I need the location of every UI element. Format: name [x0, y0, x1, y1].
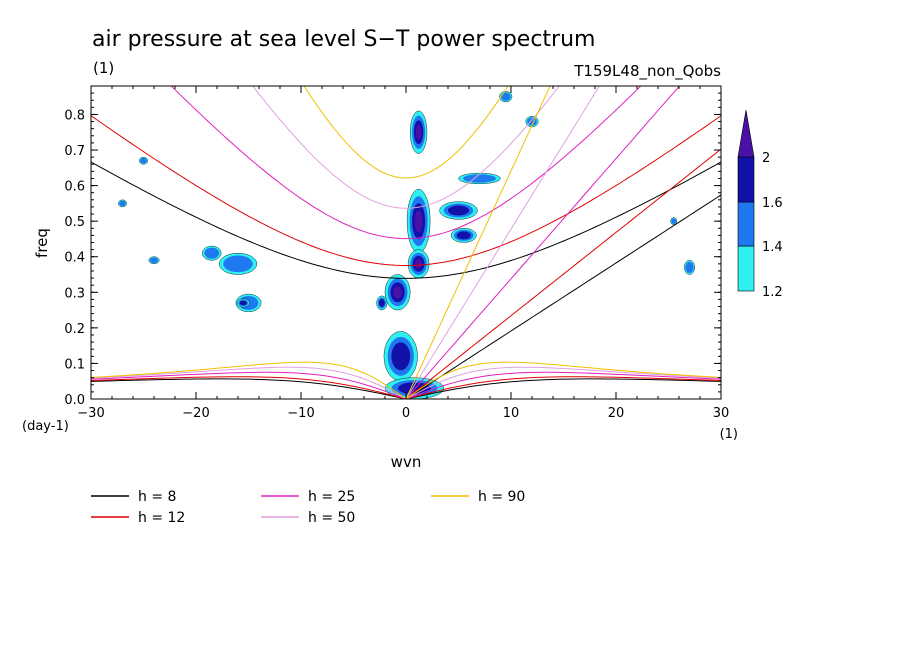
chart-title: air pressure at sea level S−T power spec…: [92, 27, 595, 52]
kelvin-curve-h8: [405, 194, 721, 399]
y-tick-label-3: 0.3: [64, 286, 85, 301]
colorbar-label-3: 2: [762, 151, 770, 166]
x-axis: −30 −20 −10 0 10 20 30: [77, 86, 729, 421]
kelvin-curve-h50: [405, 86, 600, 399]
x-tick-label-5: 20: [608, 406, 625, 421]
rossby-curve-h25: [91, 371, 721, 399]
spectrum-contours: [118, 91, 695, 399]
gravity-curve-h8: [91, 161, 721, 279]
contour-17-level-1: [140, 157, 147, 164]
rossby-curve-h50: [91, 366, 721, 399]
colorbar-box-0: [737, 245, 755, 292]
contour-11-level-1: [204, 247, 220, 259]
contour-0-level-3: [415, 124, 422, 140]
colorbar-label-1: 1.4: [762, 240, 783, 255]
chart-subtitle-right: T159L48_non_Qobs: [573, 62, 721, 81]
legend: h = 8 h = 12 h = 25 h = 50 h = 90: [91, 489, 525, 526]
x-tick-label-6: 30: [713, 406, 730, 421]
kelvin-curve-h12: [405, 148, 721, 399]
colorbar: 1.2 1.4 1.6 2: [737, 109, 783, 300]
colorbar-label-0: 1.2: [762, 285, 783, 300]
contour-16-level-1: [685, 261, 694, 273]
contour-4-level-2: [456, 231, 471, 240]
chart-subtitle-left: (1): [93, 59, 114, 77]
legend-label-4: h = 90: [478, 489, 525, 505]
gravity-curve-h12: [91, 115, 721, 266]
contour-20-level-1: [671, 218, 677, 224]
x-axis-label: wvn: [391, 453, 422, 471]
gravity-curve-h90: [303, 86, 509, 179]
contour-2-level-3: [415, 259, 423, 269]
y-tick-label-4: 0.4: [64, 251, 85, 266]
kelvin-curve-h25: [405, 86, 681, 399]
y-axis: 0.0 0.1 0.2 0.3 0.4 0.5 0.6 0.7 0.8: [64, 92, 721, 408]
x-unit-label: (1): [720, 427, 738, 442]
legend-label-1: h = 12: [138, 510, 185, 526]
x-tick-label-1: −20: [182, 406, 209, 421]
colorbar-label-2: 1.6: [762, 196, 783, 211]
contour-5-level-1: [463, 174, 496, 183]
x-tick-label-0: −30: [77, 406, 104, 421]
y-tick-label-8: 0.8: [64, 108, 85, 123]
rossby-curve-h90: [91, 361, 721, 399]
colorbar-extension: [737, 109, 755, 158]
y-tick-label-6: 0.6: [64, 180, 85, 195]
y-unit-label: (day-1): [22, 419, 69, 434]
colorbar-box-1: [737, 201, 755, 247]
y-tick-label-1: 0.1: [64, 357, 85, 372]
x-tick-label-2: −10: [287, 406, 314, 421]
y-tick-label-2: 0.2: [64, 322, 85, 337]
contour-14-level-1: [500, 92, 511, 101]
contour-3-level-2: [447, 205, 470, 216]
y-tick-label-5: 0.5: [64, 215, 85, 230]
contour-10-level-1: [223, 255, 253, 273]
colorbar-box-2: [737, 156, 755, 203]
contour-13-level-2: [239, 300, 247, 306]
y-axis-label: freq: [33, 228, 51, 258]
x-tick-label-4: 10: [503, 406, 520, 421]
contour-18-level-1: [119, 200, 126, 207]
contour-1-level-3: [414, 210, 423, 233]
gravity-curve-h25: [170, 86, 642, 240]
legend-label-3: h = 50: [308, 510, 355, 526]
rossby-curve-h8: [91, 378, 721, 399]
kelvin-curve-h90: [405, 86, 551, 399]
y-tick-label-7: 0.7: [64, 144, 85, 159]
contour-19-level-1: [149, 257, 159, 264]
contour-9-level-2: [378, 298, 385, 307]
y-tick-label-0: 0.0: [64, 393, 85, 408]
contour-7-level-2: [391, 342, 411, 371]
contour-6-level-3: [393, 286, 402, 299]
rossby-curve-h12: [91, 376, 721, 399]
x-tick-label-3: 0: [402, 406, 410, 421]
dispersion-curves: [91, 86, 721, 399]
legend-label-2: h = 25: [308, 489, 355, 505]
legend-label-0: h = 8: [138, 489, 176, 505]
gravity-curve-h50: [252, 86, 560, 209]
